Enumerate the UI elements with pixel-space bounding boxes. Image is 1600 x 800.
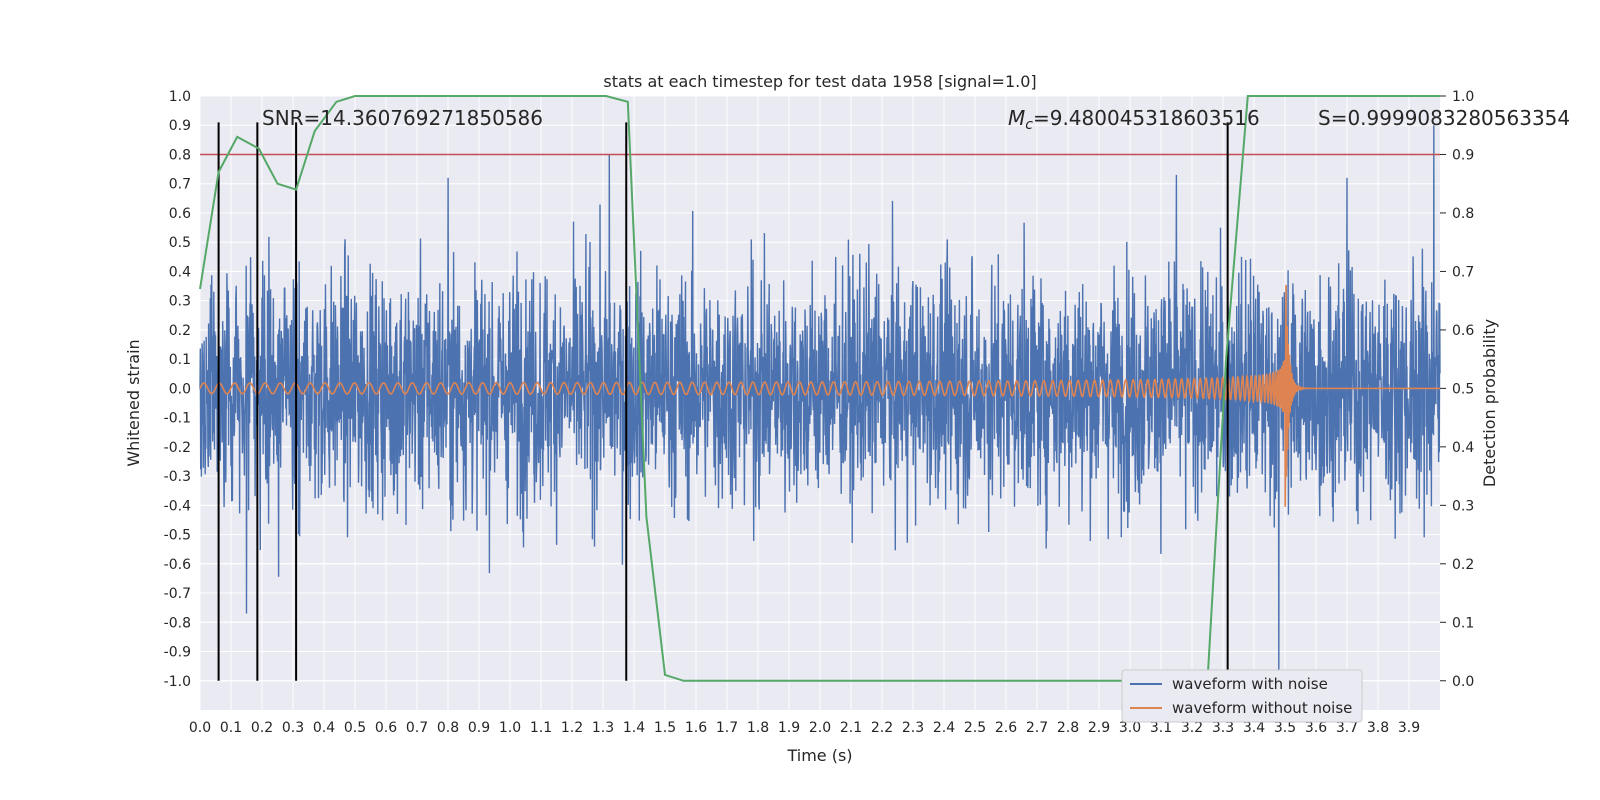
series-waveform-with-noise	[199, 125, 1441, 681]
y-tick-label: -1.0	[164, 674, 191, 690]
s-annotation: S=0.9999083280563354	[1318, 106, 1570, 130]
x-tick-label: 3.8	[1367, 720, 1389, 736]
x-tick-label: 1.8	[747, 720, 769, 736]
x-tick-label: 3.6	[1305, 720, 1327, 736]
legend: waveform with noise waveform without noi…	[1121, 669, 1363, 723]
x-tick-label: 0.3	[282, 720, 304, 736]
y-tick-label: -0.5	[164, 528, 191, 544]
x-tick-label: 0.6	[375, 720, 397, 736]
y-tick-label: -0.3	[164, 469, 191, 485]
x-tick-label: 1.6	[685, 720, 707, 736]
x-tick-label: 2.0	[809, 720, 831, 736]
y-tick-label: 0.5	[169, 235, 191, 251]
x-tick-label: 0.2	[251, 720, 273, 736]
x-tick-label: 1.3	[592, 720, 614, 736]
chart-title: stats at each timestep for test data 195…	[603, 72, 1036, 91]
y2-tick-label: 1.0	[1452, 89, 1474, 105]
x-tick-label: 3.0	[1119, 720, 1141, 736]
chirp-mass-subscript: c	[1025, 117, 1033, 133]
x-tick-label: 1.9	[778, 720, 800, 736]
x-tick-label: 3.5	[1274, 720, 1296, 736]
x-tick-label: 2.7	[1026, 720, 1048, 736]
y-tick-label: 0.1	[169, 352, 191, 368]
x-tick-label: 1.7	[716, 720, 738, 736]
chirp-mass-symbol: M	[1008, 106, 1025, 130]
x-tick-label: 3.2	[1181, 720, 1203, 736]
y2-tick-label: 0.1	[1452, 615, 1474, 631]
y-tick-label: -0.2	[164, 440, 191, 456]
y-tick-label: -0.6	[164, 557, 191, 573]
series-detection-probability	[199, 95, 1440, 682]
x-tick-label: 0.4	[313, 720, 335, 736]
snr-annotation: SNR=14.360769271850586	[262, 106, 543, 130]
y2-tick-label: 0.5	[1452, 381, 1474, 397]
x-tick-label: 1.4	[623, 720, 645, 736]
x-tick-label: 0.5	[344, 720, 366, 736]
legend-label-noise: waveform with noise	[1172, 675, 1328, 693]
x-tick-label: 0.0	[189, 720, 211, 736]
x-tick-label: 0.9	[468, 720, 490, 736]
legend-label-clean: waveform without noise	[1172, 699, 1352, 717]
x-tick-label: 1.0	[499, 720, 521, 736]
y2-axis-label: Detection probability	[1480, 319, 1499, 487]
y-tick-label: -0.7	[164, 586, 191, 602]
y-tick-label: 0.0	[169, 381, 191, 397]
x-tick-label: 1.2	[561, 720, 583, 736]
y-tick-label: 0.4	[169, 264, 191, 280]
y-tick-label: 1.0	[169, 89, 191, 105]
x-tick-label: 0.8	[437, 720, 459, 736]
x-tick-label: 2.4	[933, 720, 955, 736]
x-tick-label: 1.1	[530, 720, 552, 736]
y2-tick-label: 0.3	[1452, 498, 1474, 514]
y-axis-label: Whitened strain	[124, 339, 143, 466]
x-tick-label: 2.1	[840, 720, 862, 736]
x-tick-label: 2.9	[1088, 720, 1110, 736]
chirp-mass-annotation: Mc=9.480045318603516	[1008, 106, 1260, 133]
y2-tick-label: 0.2	[1452, 557, 1474, 573]
y2-tick-label: 0.0	[1452, 674, 1474, 690]
y2-tick-label: 0.8	[1452, 206, 1474, 222]
y2-tick-label: 0.9	[1452, 147, 1474, 163]
y-tick-label: -0.8	[164, 615, 191, 631]
x-tick-label: 3.4	[1243, 720, 1265, 736]
x-tick-label: 2.5	[964, 720, 986, 736]
y-tick-label: -0.9	[164, 645, 191, 661]
y-tick-label: -0.4	[164, 498, 191, 514]
y-tick-label: 0.9	[169, 118, 191, 134]
x-tick-label: 2.6	[995, 720, 1017, 736]
x-tick-label: 2.8	[1057, 720, 1079, 736]
x-tick-label: 2.2	[871, 720, 893, 736]
x-tick-label: 3.1	[1150, 720, 1172, 736]
x-tick-label: 1.5	[654, 720, 676, 736]
y-tick-label: 0.8	[169, 147, 191, 163]
x-tick-label: 3.7	[1336, 720, 1358, 736]
y2-tick-label: 0.4	[1452, 440, 1474, 456]
y-tick-label: 0.3	[169, 294, 191, 310]
y2-tick-label: 0.7	[1452, 264, 1474, 280]
x-tick-label: 2.3	[902, 720, 924, 736]
chirp-mass-value: =9.480045318603516	[1033, 106, 1260, 130]
y2-tick-label: 0.6	[1452, 323, 1474, 339]
x-tick-label: 3.9	[1398, 720, 1420, 736]
legend-box	[1121, 669, 1363, 723]
y-tick-label: 0.7	[169, 177, 191, 193]
series-waveform-without-noise	[199, 284, 1440, 507]
y-tick-label: 0.6	[169, 206, 191, 222]
y-tick-label: 0.2	[169, 323, 191, 339]
x-tick-label: 0.7	[406, 720, 428, 736]
x-tick-label: 0.1	[220, 720, 242, 736]
x-tick-label: 3.3	[1212, 720, 1234, 736]
x-axis-label: Time (s)	[786, 746, 852, 765]
y-tick-label: -0.1	[164, 411, 191, 427]
